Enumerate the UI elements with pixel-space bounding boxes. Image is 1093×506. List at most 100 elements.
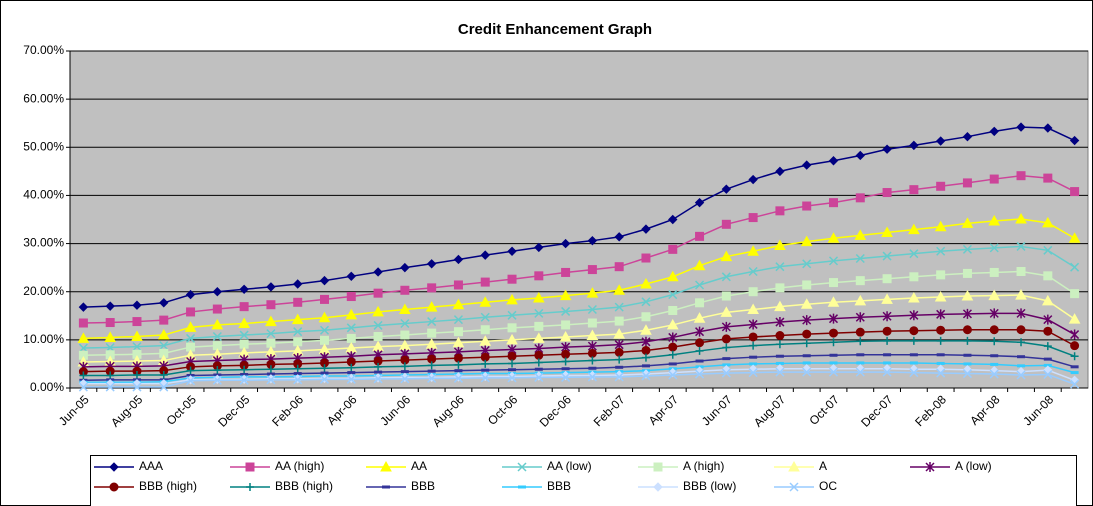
- data-point: [989, 325, 999, 335]
- legend-label: AA (low): [547, 459, 592, 473]
- data-point: [934, 220, 947, 232]
- data-point: [240, 365, 249, 374]
- data-point: [855, 253, 865, 264]
- data-point: [291, 313, 304, 325]
- data-point: [77, 332, 90, 343]
- data-point: [159, 298, 169, 308]
- data-point: [989, 243, 999, 253]
- data-point: [881, 293, 893, 304]
- data-point: [989, 267, 999, 277]
- data-point: [882, 144, 892, 154]
- data-point: [909, 310, 919, 321]
- data-point: [427, 283, 437, 293]
- data-point: [828, 256, 839, 266]
- data-point: [828, 367, 839, 377]
- data-point: [105, 382, 115, 392]
- data-point: [320, 335, 329, 345]
- data-point: [935, 136, 946, 146]
- data-point: [668, 342, 678, 352]
- data-point: [132, 342, 142, 352]
- data-point: [1016, 370, 1026, 380]
- data-point: [882, 274, 892, 284]
- data-point: [453, 280, 463, 290]
- series-line: [83, 354, 1075, 382]
- data-point: [882, 251, 892, 261]
- data-point: [988, 289, 1001, 301]
- data-point: [989, 308, 999, 319]
- legend-marker: [653, 482, 663, 492]
- data-point: [1043, 369, 1053, 380]
- data-point: [157, 329, 170, 340]
- data-point: [615, 355, 624, 364]
- data-point: [775, 262, 785, 272]
- data-point: [775, 331, 785, 341]
- data-point: [614, 372, 624, 382]
- data-point: [936, 336, 945, 345]
- data-point: [427, 317, 437, 327]
- data-point: [132, 371, 141, 380]
- data-point: [693, 259, 706, 271]
- data-point: [534, 242, 544, 253]
- data-point: [345, 308, 358, 320]
- data-point: [936, 325, 946, 335]
- data-point: [400, 318, 410, 329]
- data-point: [1016, 266, 1026, 276]
- data-point: [802, 280, 812, 290]
- legend-label: A (low): [955, 459, 992, 473]
- data-point: [346, 374, 356, 384]
- data-point: [586, 287, 599, 298]
- data-point: [1069, 135, 1080, 146]
- data-point: [212, 287, 223, 297]
- data-point: [1043, 326, 1053, 336]
- data-point: [854, 229, 867, 240]
- data-point: [78, 343, 88, 353]
- legend-label: AA: [411, 459, 427, 473]
- data-point: [184, 321, 197, 332]
- data-point: [1016, 241, 1026, 251]
- legend-marker: [788, 460, 800, 472]
- legend-label: AAA: [139, 459, 163, 473]
- data-point: [106, 371, 115, 380]
- data-point: [212, 331, 222, 342]
- data-point: [882, 311, 892, 322]
- data-point: [774, 300, 786, 312]
- data-point: [373, 320, 383, 330]
- data-point: [1015, 289, 1027, 300]
- data-point: [613, 284, 626, 295]
- data-point: [561, 320, 571, 330]
- data-point: [400, 362, 409, 371]
- data-point: [909, 185, 919, 195]
- data-point: [1070, 262, 1080, 272]
- data-point: [668, 350, 677, 359]
- data-point: [802, 367, 812, 377]
- y-tick-label: 60.00%: [23, 91, 64, 105]
- data-point: [1043, 123, 1053, 133]
- data-point: [293, 297, 303, 307]
- legend-marker: [246, 483, 254, 491]
- data-point: [213, 366, 222, 375]
- series-line: [83, 340, 1075, 377]
- data-point: [748, 287, 758, 297]
- data-point: [507, 310, 517, 320]
- data-point: [936, 181, 946, 191]
- data-point: [239, 330, 249, 340]
- data-point: [694, 366, 705, 376]
- data-point: [373, 331, 383, 341]
- data-point: [266, 365, 275, 374]
- legend-marker: [925, 462, 935, 472]
- data-point: [668, 305, 678, 315]
- data-point: [239, 375, 249, 385]
- series-line: [83, 362, 1075, 383]
- data-point: [586, 329, 599, 341]
- data-point: [427, 361, 436, 370]
- data-point: [909, 326, 919, 336]
- data-point: [105, 343, 115, 353]
- data-point: [534, 350, 544, 360]
- legend-marker: [380, 460, 392, 472]
- data-point: [1068, 313, 1081, 324]
- data-point: [1043, 342, 1052, 351]
- data-point: [695, 346, 704, 355]
- data-point: [318, 311, 331, 323]
- data-point: [989, 369, 999, 379]
- data-point: [882, 188, 892, 198]
